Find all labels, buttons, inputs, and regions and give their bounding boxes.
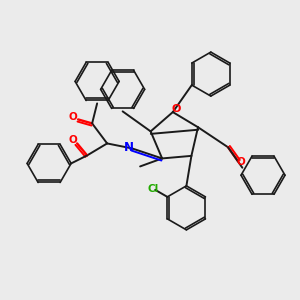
- Text: O: O: [69, 135, 77, 146]
- Text: O: O: [171, 104, 181, 114]
- Text: O: O: [237, 157, 245, 167]
- Text: N: N: [124, 141, 134, 154]
- Text: O: O: [69, 112, 77, 122]
- Text: Cl: Cl: [148, 184, 159, 194]
